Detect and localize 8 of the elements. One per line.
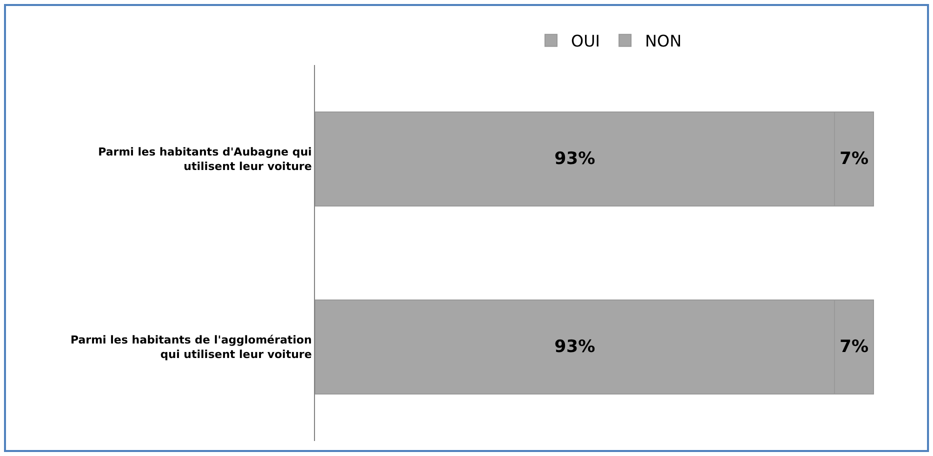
legend-label: OUI xyxy=(571,32,600,51)
legend-label: NON xyxy=(645,32,682,51)
y-tick-label: Parmi les habitants de l'agglomération qui utilisent leur voiture xyxy=(70,334,312,361)
y-tick-label: Parmi les habitants d'Aubagne qui utilisent leur voiture xyxy=(98,146,312,173)
data-label: 7% xyxy=(840,337,868,357)
data-label: 7% xyxy=(840,149,868,169)
data-label: 93% xyxy=(554,149,596,169)
data-label: 93% xyxy=(554,337,596,357)
